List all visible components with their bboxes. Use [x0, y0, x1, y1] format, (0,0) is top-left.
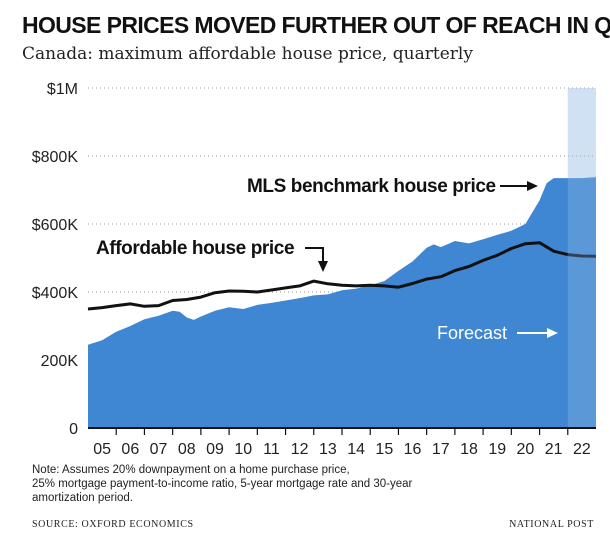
mls-arrow-head — [527, 181, 538, 191]
affordable-arrow-line — [305, 247, 324, 262]
x-tick-label: 21 — [545, 441, 563, 458]
x-tick-label: 07 — [150, 441, 168, 458]
x-tick-label: 15 — [375, 441, 393, 458]
chart-note: Note: Assumes 20% downpayment on a home … — [32, 463, 552, 505]
x-tick-label: 05 — [93, 441, 111, 458]
y-tick-label: $400K — [32, 285, 79, 302]
x-tick-label: 08 — [178, 441, 196, 458]
series-line-affordable — [87, 241, 569, 311]
x-tick-label: 10 — [234, 441, 252, 458]
series-area-mls-benchmark — [88, 177, 596, 428]
x-tick-label: 16 — [404, 441, 422, 458]
affordable-arrow-head — [318, 261, 328, 272]
x-tick-label: 09 — [206, 441, 224, 458]
note-line: amortization period. — [32, 492, 133, 504]
x-tick-label: 18 — [460, 441, 478, 458]
x-tick-label: 14 — [347, 441, 365, 458]
y-tick-label: 200K — [41, 353, 79, 370]
publisher-credit: NATIONAL POST — [509, 519, 594, 530]
chart-source: SOURCE: OXFORD ECONOMICS — [32, 519, 194, 530]
y-tick-label: $600K — [32, 217, 79, 234]
forecast-label: Forecast — [437, 323, 507, 343]
forecast-shade — [567, 88, 596, 428]
note-line: 25% mortgage payment-to-income ratio, 5-… — [32, 478, 413, 490]
x-tick-label: 20 — [517, 441, 535, 458]
mls-label: MLS benchmark house price — [247, 176, 496, 197]
x-tick-label: 17 — [432, 441, 450, 458]
forecast-arrow-head — [547, 328, 558, 338]
chart-subtitle: Canada: maximum affordable house price, … — [22, 44, 473, 64]
x-tick-label: 19 — [488, 441, 506, 458]
y-tick-label: $800K — [32, 149, 79, 166]
series-line-affordable-forecast — [567, 253, 597, 258]
x-tick-label: 11 — [263, 441, 280, 458]
y-tick-label: $1M — [47, 81, 78, 98]
affordable-label: Affordable house price — [96, 238, 294, 259]
y-tick-label: 0 — [69, 421, 78, 438]
x-tick-label: 12 — [291, 441, 309, 458]
x-tick-label: 22 — [573, 441, 591, 458]
x-tick-label: 06 — [121, 441, 139, 458]
chart-title: HOUSE PRICES MOVED FURTHER OUT OF REACH … — [22, 12, 610, 38]
note-line: Note: Assumes 20% downpayment on a home … — [32, 464, 350, 476]
x-tick-label: 13 — [319, 441, 337, 458]
